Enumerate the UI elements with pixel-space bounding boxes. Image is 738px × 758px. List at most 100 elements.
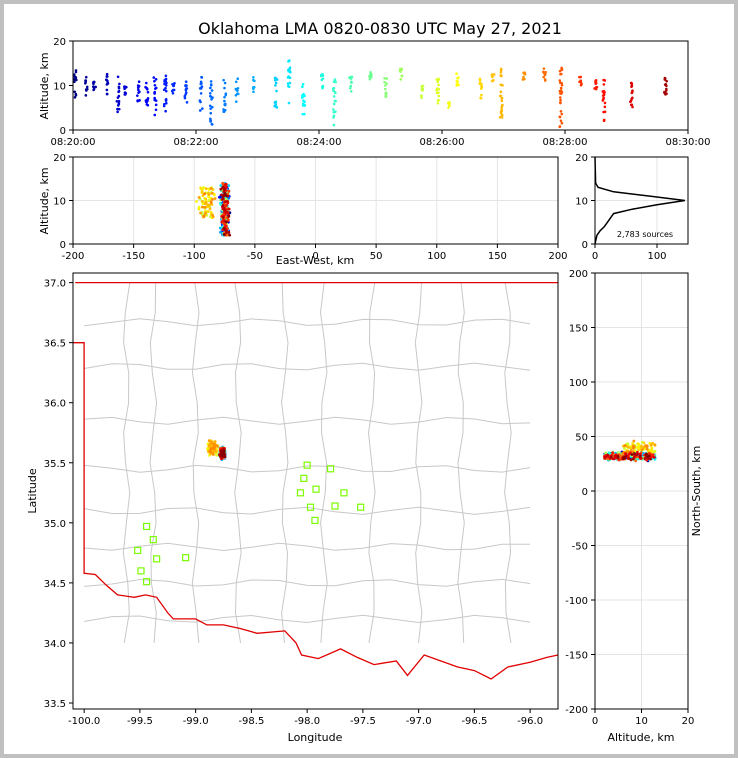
- source-point: [560, 83, 564, 87]
- source-point: [209, 200, 213, 204]
- lma-station-marker: [312, 485, 320, 493]
- x-tick-label: -97.5: [350, 716, 376, 727]
- y-tick-label: 0: [582, 240, 588, 251]
- source-point: [448, 104, 451, 107]
- source-point: [219, 187, 223, 191]
- source-point: [499, 74, 502, 77]
- source-point: [611, 451, 615, 455]
- source-point: [183, 96, 187, 100]
- x-tick-label: -97.0: [406, 716, 432, 727]
- source-point: [559, 119, 563, 123]
- source-point: [349, 84, 353, 88]
- source-point: [558, 101, 562, 104]
- source-point: [623, 447, 626, 450]
- source-point: [162, 104, 166, 108]
- source-point: [117, 99, 121, 103]
- source-point: [435, 78, 438, 81]
- source-point: [560, 112, 564, 116]
- x-tick-label: -96.0: [517, 716, 543, 727]
- source-point: [162, 88, 166, 92]
- source-point: [207, 199, 211, 203]
- source-point: [234, 87, 238, 91]
- source-point: [84, 79, 88, 82]
- source-point: [226, 192, 230, 196]
- source-point: [274, 76, 277, 80]
- source-point: [631, 105, 634, 109]
- source-point: [211, 105, 214, 109]
- source-point: [500, 109, 504, 113]
- y-tick-label: 0: [582, 487, 588, 498]
- source-point: [153, 79, 156, 83]
- source-point: [400, 74, 404, 78]
- source-point: [201, 199, 204, 203]
- source-point: [603, 91, 606, 94]
- source-point: [651, 453, 655, 457]
- source-point: [626, 443, 630, 447]
- source-point: [594, 79, 597, 83]
- source-point: [456, 77, 459, 80]
- source-point: [332, 114, 336, 118]
- source-point: [286, 69, 290, 72]
- county-boundary: [414, 282, 423, 643]
- source-point: [209, 80, 213, 83]
- source-point: [197, 207, 201, 211]
- source-point: [92, 85, 96, 89]
- source-point: [288, 76, 292, 80]
- source-point: [500, 97, 504, 100]
- source-point: [288, 66, 292, 70]
- source-point: [185, 87, 189, 90]
- source-point: [301, 103, 305, 107]
- source-point: [218, 195, 221, 199]
- source-point: [558, 115, 562, 119]
- x-tick-label: -100.0: [68, 716, 100, 727]
- source-point: [209, 111, 213, 115]
- source-point: [645, 445, 649, 448]
- county-boundary: [457, 282, 465, 643]
- source-point: [631, 442, 635, 446]
- x-tick-label: 20: [682, 716, 695, 727]
- lma-station-marker: [296, 489, 305, 497]
- source-point: [301, 82, 305, 86]
- y-tick-label: 37.0: [44, 279, 66, 290]
- source-point: [652, 450, 656, 454]
- source-point: [163, 80, 166, 83]
- county-boundary: [84, 318, 531, 327]
- y-tick-label: -100: [565, 596, 588, 607]
- y-tick-label: 34.5: [44, 579, 66, 590]
- y-tick-label: 35.5: [44, 459, 66, 470]
- y-tick-label: 20: [53, 37, 66, 48]
- lma-station-marker: [303, 461, 311, 469]
- source-point: [665, 87, 668, 91]
- source-point: [236, 86, 240, 90]
- source-point: [635, 453, 639, 457]
- source-point: [219, 230, 222, 234]
- lma-station-marker: [340, 489, 348, 497]
- source-point: [209, 187, 213, 190]
- source-point: [604, 451, 608, 455]
- source-point: [634, 459, 638, 463]
- source-point: [642, 441, 646, 445]
- source-point: [210, 191, 214, 195]
- source-point: [105, 72, 109, 76]
- source-point: [164, 84, 168, 87]
- source-point: [384, 95, 388, 98]
- source-point: [643, 457, 647, 460]
- source-point: [85, 87, 89, 91]
- source-point: [632, 439, 636, 443]
- northsouth-xlabel: Altitude, km: [607, 731, 674, 744]
- source-point: [214, 450, 218, 454]
- source-point: [480, 84, 483, 88]
- source-point: [542, 67, 546, 70]
- y-tick-label: 10: [53, 197, 66, 208]
- source-point: [436, 99, 440, 102]
- source-point: [222, 226, 226, 230]
- source-point: [320, 78, 324, 82]
- source-point: [663, 91, 666, 95]
- source-point: [209, 86, 212, 90]
- x-tick-label: 200: [548, 251, 567, 262]
- source-point: [559, 96, 562, 99]
- source-point: [199, 87, 203, 90]
- plan-view-frame: [72, 272, 559, 710]
- source-point: [252, 90, 255, 94]
- source-point: [219, 449, 223, 453]
